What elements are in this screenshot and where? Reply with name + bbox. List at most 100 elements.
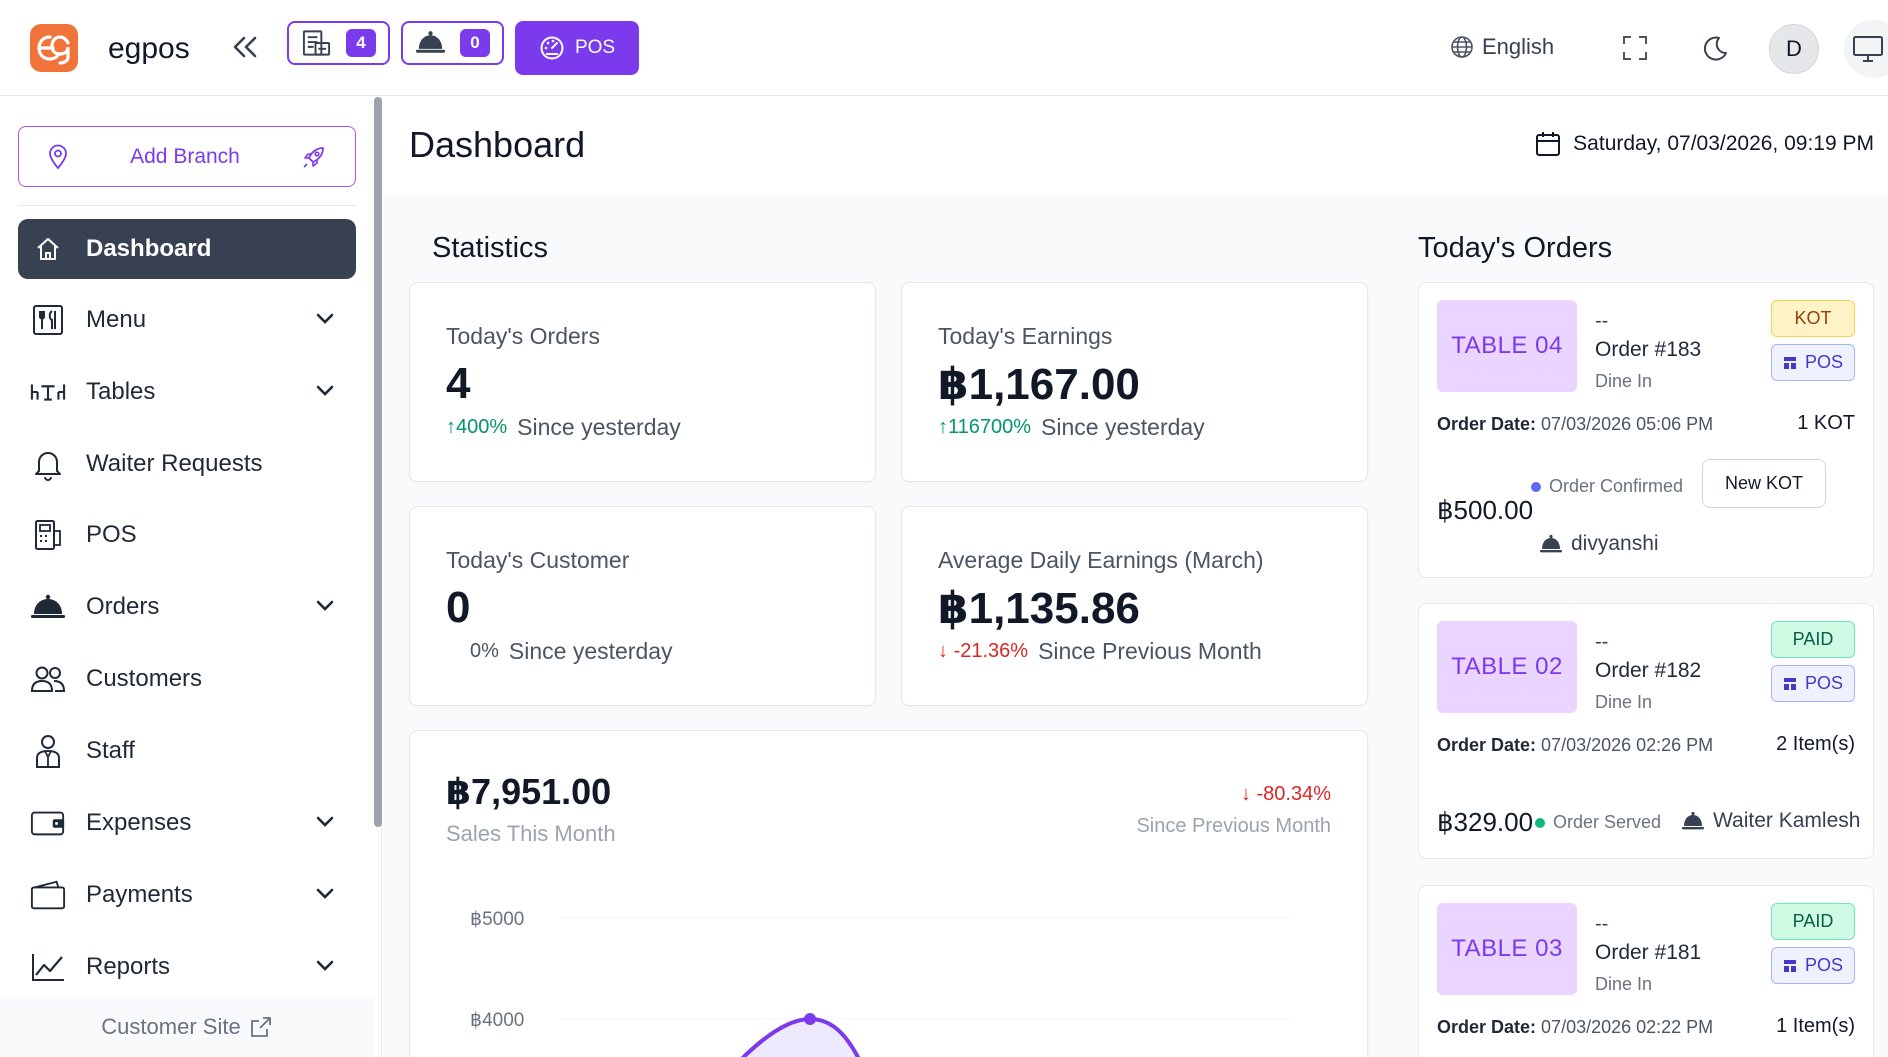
order-items-count: 2 Item(s)	[1776, 733, 1855, 755]
sidebar-item-label: Reports	[86, 953, 171, 980]
todays-orders-heading: Today's Orders	[1418, 232, 1613, 264]
chevron-down-icon	[316, 313, 334, 324]
order-channel-badge[interactable]: POS	[1771, 344, 1855, 381]
sidebar-item-waiter-requests[interactable]: Waiter Requests	[18, 434, 356, 494]
kot-counter-button[interactable]: 4	[287, 21, 390, 65]
sidebar-item-staff[interactable]: Staff	[18, 721, 356, 781]
order-type: Dine In	[1595, 974, 1653, 994]
stat-card-todays-earnings: Today's Earnings ฿1,167.00 ↑116700% Sinc…	[901, 282, 1368, 482]
cloche-icon	[415, 31, 446, 53]
new-kot-button[interactable]: New KOT	[1702, 459, 1826, 508]
kot-count-badge: 4	[346, 29, 376, 57]
stat-change-value: ↑400%	[446, 416, 507, 439]
customer-site-link[interactable]: Customer Site	[0, 997, 374, 1057]
home-icon	[30, 231, 66, 267]
sidebar-item-orders[interactable]: Orders	[18, 577, 356, 637]
status-dot	[1531, 481, 1541, 492]
orders-counter-button[interactable]: 0	[401, 21, 504, 65]
sidebar-item-reports[interactable]: Reports	[18, 937, 356, 997]
order-waiter: divyanshi	[1539, 532, 1659, 556]
fullscreen-button[interactable]	[1617, 30, 1653, 66]
current-datetime-text: Saturday, 07/03/2026, 09:19 PM	[1573, 132, 1874, 155]
sidebar-item-payments[interactable]: Payments	[18, 865, 356, 925]
users-icon	[30, 661, 66, 697]
order-table-label: TABLE 03	[1437, 903, 1577, 995]
arrow-up-icon: ↑	[446, 416, 456, 438]
order-amount: ฿329.00	[1437, 807, 1534, 837]
sidebar-item-tables[interactable]: Tables	[18, 362, 356, 422]
sidebar-item-customers[interactable]: Customers	[18, 649, 356, 709]
calendar-icon	[1536, 132, 1561, 156]
add-branch-button[interactable]: Add Branch	[18, 126, 356, 187]
stat-change-since: Since Previous Month	[1038, 638, 1262, 664]
chevron-down-icon	[316, 385, 334, 396]
sidebar-item-label: Menu	[86, 306, 147, 333]
sidebar-item-label: Waiter Requests	[86, 450, 263, 477]
map-pin-icon	[49, 144, 67, 169]
chart-line-icon	[30, 949, 66, 985]
chart-y-tick-label: ฿5000	[470, 909, 524, 930]
dark-mode-toggle[interactable]	[1697, 30, 1733, 66]
pos-button[interactable]: POS	[515, 21, 639, 75]
sidebar-item-dashboard[interactable]: Dashboard	[18, 219, 356, 279]
stat-card-average-daily-earnings: Average Daily Earnings (March) ฿1,135.86…	[901, 506, 1368, 706]
collapse-sidebar-button[interactable]	[228, 30, 262, 64]
sidebar-item-label: Tables	[86, 378, 156, 405]
sidebar-item-expenses[interactable]: Expenses	[18, 793, 356, 853]
fullscreen-icon	[1623, 36, 1647, 60]
order-channel-badge[interactable]: POS	[1771, 665, 1855, 702]
stat-value: 4	[446, 359, 471, 408]
brand-logo[interactable]	[30, 24, 78, 72]
user-avatar[interactable]: D	[1769, 24, 1819, 74]
bell-icon	[30, 446, 66, 482]
sidebar-item-label: Customers	[86, 665, 203, 692]
stat-change: ↓ -21.36% Since Previous Month	[938, 638, 1262, 665]
language-selector[interactable]: English	[1450, 34, 1554, 60]
order-date-label: Order Date:	[1437, 414, 1537, 434]
sales-change-since: Since Previous Month	[1136, 815, 1331, 837]
order-date-value: 07/03/2026 02:22 PM	[1541, 1017, 1714, 1037]
sidebar-scrollbar[interactable]	[374, 97, 382, 827]
sidebar-item-label: Payments	[86, 881, 193, 908]
stat-change: 0% Since yesterday	[470, 638, 673, 665]
double-chevron-left-icon	[233, 36, 257, 58]
order-date-label: Order Date:	[1437, 1017, 1537, 1037]
sales-change: ↓ -80.34%	[1241, 783, 1331, 806]
sidebar-item-label: Orders	[86, 593, 160, 620]
stat-value: ฿1,135.86	[938, 584, 1140, 633]
order-state: Order Served	[1535, 812, 1661, 833]
customer-display-button[interactable]	[1844, 20, 1888, 78]
customer-site-label: Customer Site	[101, 1014, 241, 1039]
globe-icon	[1451, 36, 1473, 58]
sidebar-item-menu[interactable]: Menu	[18, 290, 356, 350]
order-date-value: 07/03/2026 05:06 PM	[1541, 414, 1714, 434]
order-state: Order Confirmed	[1531, 476, 1683, 497]
order-status-badge: PAID	[1771, 903, 1855, 940]
chevron-down-icon	[316, 816, 334, 827]
chart-data-point[interactable]	[804, 1013, 816, 1025]
order-card[interactable]: TABLE 04 -- Order #183 Dine In KOT POS O…	[1418, 282, 1874, 578]
order-waiter-name: Waiter Kamlesh	[1713, 809, 1861, 832]
stat-change: ↑116700% Since yesterday	[938, 414, 1205, 441]
order-number: Order #183	[1595, 338, 1702, 361]
sidebar-item-pos[interactable]: POS	[18, 505, 356, 565]
order-card[interactable]: TABLE 03 -- Order #181 Dine In PAID POS …	[1418, 885, 1874, 1057]
moon-icon	[1703, 36, 1727, 61]
sales-change-percent: -80.34%	[1256, 783, 1332, 805]
sidebar-divider	[18, 205, 356, 206]
sidebar-item-label: Expenses	[86, 809, 192, 836]
chart-area-fill	[743, 1019, 858, 1057]
order-card[interactable]: TABLE 02 -- Order #182 Dine In PAID POS …	[1418, 603, 1874, 859]
stat-label: Average Daily Earnings (March)	[938, 547, 1264, 573]
gauge-icon	[540, 36, 564, 60]
sidebar-item-label: POS	[86, 521, 137, 548]
wallet-open-icon	[30, 877, 66, 913]
order-channel-badge[interactable]: POS	[1771, 947, 1855, 984]
stat-change-value: ↓ -21.36%	[938, 640, 1028, 663]
stat-card-todays-customer: Today's Customer 0 0% Since yesterday	[409, 506, 876, 706]
stat-change-since: Since yesterday	[517, 414, 681, 440]
arrow-up-icon: ↑	[938, 416, 948, 438]
order-items-count: 1 Item(s)	[1776, 1015, 1855, 1037]
kot-receipt-icon	[302, 30, 331, 56]
pos-small-icon	[1783, 959, 1796, 972]
